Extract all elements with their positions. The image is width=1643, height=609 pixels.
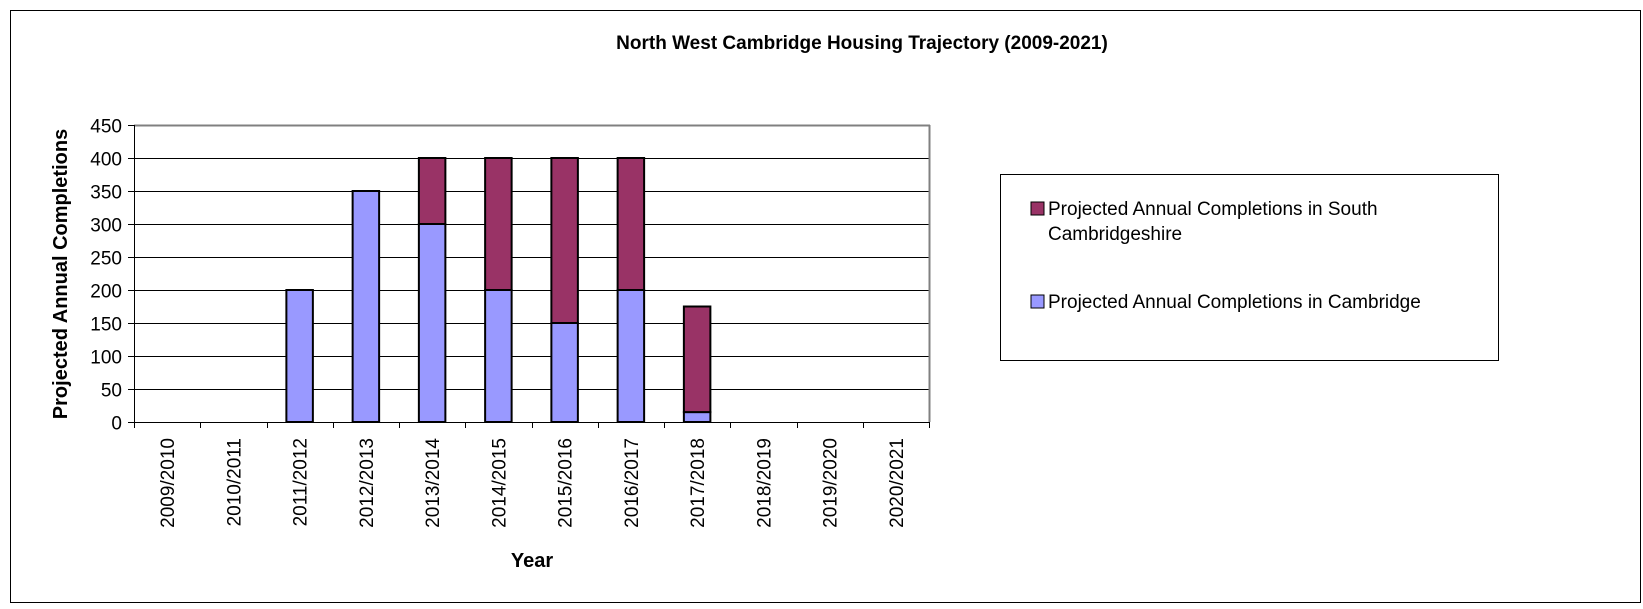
- bars: [285, 157, 712, 424]
- y-axis-label: Projected Annual Completions: [50, 129, 72, 419]
- x-tick-labels: 2009/2010 2010/2011 2011/2012 2012/2013 2013…: [158, 438, 908, 528]
- legend: Projected Annual Completions in South Ca…: [1000, 174, 1499, 361]
- legend-label-south-cambridgeshire-line2: Cambridgeshire: [1048, 224, 1182, 245]
- bar-south-cambridgeshire-2016-2017: [616, 157, 646, 291]
- bar-cambridge-2013-2014: [417, 223, 447, 423]
- x-tick-label: 2009/2010: [158, 438, 179, 528]
- bar-cambridge-2017-2018: [682, 411, 712, 424]
- bar-south-cambridgeshire-2017-2018: [682, 305, 712, 414]
- x-tick-label: 2013/2014: [423, 438, 444, 528]
- legend-label-cambridge: Projected Annual Completions in Cambridg…: [1048, 292, 1421, 313]
- x-tick-label: 2015/2016: [556, 438, 577, 528]
- bar-south-cambridgeshire-2015-2016: [550, 157, 579, 324]
- x-axis-label: Year: [511, 550, 553, 572]
- x-tick-label: 2018/2019: [754, 438, 775, 528]
- bar-south-cambridgeshire-2014-2015: [484, 157, 513, 291]
- y-tick-label: 150: [90, 315, 122, 336]
- y-tick-label: 100: [90, 348, 122, 369]
- y-tick-label: 400: [90, 150, 122, 171]
- y-tick-label: 0: [111, 414, 122, 435]
- x-tick-label: 2010/2011: [224, 438, 245, 526]
- x-tick-label: 2017/2018: [688, 438, 709, 528]
- bar-cambridge-2015-2016: [550, 322, 579, 423]
- y-tick-label: 250: [90, 249, 122, 270]
- legend-label-south-cambridgeshire-line1: Projected Annual Completions in South: [1048, 199, 1378, 220]
- y-tick-label: 450: [90, 117, 122, 138]
- bar-cambridge-2011-2012: [285, 289, 314, 423]
- axes: [128, 124, 931, 428]
- y-tick-label: 350: [90, 183, 122, 204]
- y-tick-label: 50: [101, 381, 122, 402]
- bar-south-cambridgeshire-2013-2014: [417, 157, 447, 225]
- y-tick-label: 200: [90, 282, 122, 303]
- x-tick-label: 2019/2020: [821, 438, 842, 528]
- x-tick-label: 2012/2013: [357, 438, 378, 528]
- y-tick-labels: 0 50 100 150 200 250 300 350 400 450: [90, 117, 122, 435]
- chart-title: North West Cambridge Housing Trajectory …: [616, 33, 1108, 54]
- legend-swatch-cambridge: [1030, 294, 1045, 309]
- x-tick-label: 2011/2012: [291, 438, 312, 526]
- legend-swatch-south-cambridgeshire: [1030, 201, 1045, 216]
- bar-cambridge-2014-2015: [484, 289, 513, 423]
- bar-cambridge-2016-2017: [616, 289, 646, 423]
- x-tick-label: 2014/2015: [489, 438, 510, 528]
- y-tick-label: 300: [90, 216, 122, 237]
- x-tick-label: 2016/2017: [622, 438, 643, 528]
- x-tick-label: 2020/2021: [887, 438, 908, 528]
- bar-cambridge-2012-2013: [351, 190, 381, 423]
- legend-box: [1000, 174, 1499, 361]
